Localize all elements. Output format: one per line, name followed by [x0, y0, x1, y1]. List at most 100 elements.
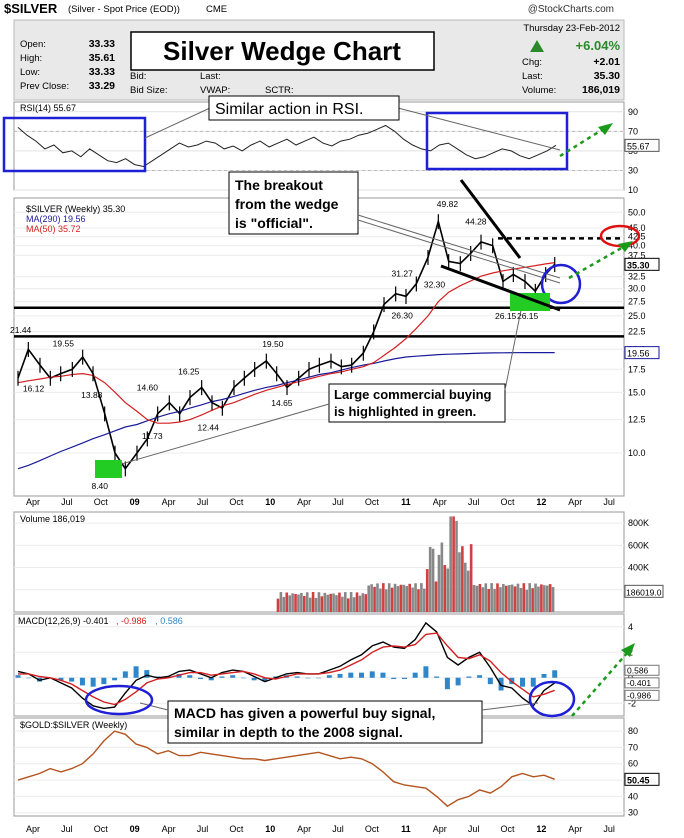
volume-bar [338, 592, 341, 612]
bottom-x-tick: 09 [130, 824, 140, 834]
quote-mid-label: VWAP: [200, 85, 230, 96]
price-last-box [624, 257, 660, 271]
bottom-x-tick: Oct [229, 824, 244, 834]
bottom-x-tick: Jul [61, 824, 73, 834]
rsi-arrowhead-icon [598, 123, 613, 135]
wedge-lower-line [440, 264, 561, 312]
price-tick-label: 30.0 [628, 284, 646, 294]
macd-note-line-2: similar in depth to the 2008 signal. [174, 724, 403, 740]
price-tick-label: 50.0 [628, 207, 646, 217]
quote-date: Thursday 23-Feb-2012 [523, 23, 620, 34]
volume-bar [346, 598, 350, 612]
volume-bar [379, 588, 382, 612]
macd-histogram-bar [541, 673, 547, 678]
volume-bar [528, 583, 531, 612]
macd-note-line-1: MACD has given a powerful buy signal, [174, 705, 435, 721]
buying-highlight-2011 [510, 293, 550, 311]
volume-bar [279, 592, 283, 612]
price-x-tick: Apr [433, 497, 447, 507]
price-arrowhead-icon [618, 241, 633, 252]
price-value-label: 14.65 [271, 398, 293, 408]
price-value-label: 8.40 [91, 481, 108, 491]
volume-bar [490, 583, 493, 612]
price-breakout-circle [540, 263, 582, 305]
macd-histogram-bar [197, 677, 203, 680]
buying-note-line-1: Large commercial buying [334, 387, 492, 402]
pct-change: +6.04% [576, 38, 621, 53]
rsi-left-box [2, 116, 147, 173]
volume-bar [513, 586, 517, 612]
volume-bar [332, 593, 335, 612]
volume-bar [420, 583, 423, 612]
volume-bar [540, 584, 543, 612]
macd-histogram-bar [122, 671, 128, 678]
macd-last-box [624, 677, 660, 689]
macd-histogram-bar [58, 677, 64, 681]
up-triangle-icon [530, 40, 544, 52]
rsi-callout-line-right [397, 107, 561, 151]
macd-2012-circle [528, 680, 576, 718]
macd-signal-line [18, 632, 555, 706]
symbol: $SILVER [4, 1, 58, 16]
price-tick-label: 10.0 [628, 448, 646, 458]
annotations: Similar action in RSI. The breakout from… [2, 95, 641, 744]
macd-histogram-bar [401, 677, 407, 680]
chg-label: Chg: [522, 57, 542, 68]
volume-bar [417, 589, 420, 612]
macd-histogram-bar [219, 676, 225, 678]
chart-title: Silver Wedge Chart [163, 36, 401, 66]
breakout-note-line-3: is "official". [235, 215, 313, 231]
volume-bar [543, 585, 546, 612]
macd-2008-circle [84, 684, 154, 716]
price-value-label: 26.15 [495, 311, 517, 321]
volume-bar [499, 587, 502, 612]
bottom-x-tick: Jul [197, 824, 209, 834]
quote-field-value: 35.61 [89, 52, 115, 64]
macd-histogram-bar [79, 677, 85, 686]
volume-bar [341, 596, 344, 612]
macd-note-box [167, 700, 483, 744]
macd-histogram-bar [423, 666, 429, 678]
macd-histogram-bar [69, 677, 75, 682]
volume-bar [370, 584, 373, 612]
volume-bar [411, 587, 414, 612]
quote-field-value: 33.33 [89, 38, 115, 50]
price-x-tick: Jul [468, 497, 480, 507]
price-tick-label: 45.0 [628, 223, 646, 233]
volume-bar [387, 583, 391, 612]
rsi-tick-label: 10 [628, 185, 638, 195]
volume-bar [440, 542, 444, 612]
rsi-last-label: 55.67 [627, 141, 650, 151]
volume-bar [522, 583, 526, 612]
price-value-label: 31.27 [392, 268, 414, 278]
volume-bar [428, 546, 432, 612]
volume-bar [361, 593, 365, 612]
price-x-tick: 11 [401, 497, 411, 507]
macd-histogram-bar [477, 675, 483, 678]
quote-mid-label: SCTR: [265, 85, 294, 96]
volume-bar [481, 587, 485, 612]
volume-bar [502, 584, 505, 612]
volume-bar [469, 544, 473, 612]
price-value-label: 14.60 [137, 382, 159, 392]
price-tick-label: 22.5 [628, 327, 646, 337]
volume-bar [504, 585, 508, 612]
price-value-label: 49.82 [437, 199, 459, 209]
volume-bar [437, 554, 441, 612]
price-x-tick: 12 [536, 497, 546, 507]
volume-last-box [624, 584, 664, 598]
price-x-tick: 10 [265, 497, 275, 507]
rsi-projection-arrow [559, 126, 606, 158]
ma290-last-box [624, 346, 660, 360]
price-tick-label: 27.5 [628, 297, 646, 307]
macd-histogram-bar [294, 676, 300, 678]
volume-bar [294, 594, 297, 612]
rsi-callout-line-left [144, 107, 211, 139]
volume-bar [510, 584, 514, 612]
volume-bar [423, 588, 426, 612]
volume-bar [305, 592, 309, 612]
quote-mid-fields: Bid: Bid Size: Last: VWAP: SCTR: [130, 71, 294, 96]
macd-histogram-bar [15, 675, 21, 678]
volume-bar [314, 597, 318, 612]
macd-histogram-bar [380, 672, 386, 678]
